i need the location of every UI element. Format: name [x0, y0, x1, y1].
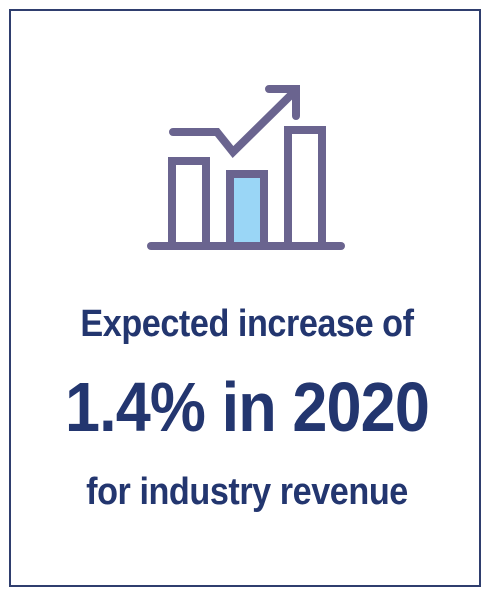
headline-line-3: for industry revenue	[86, 471, 408, 513]
icon-arrow-head	[265, 85, 300, 120]
icon-trend-line	[169, 89, 297, 158]
icon-bar-right	[284, 126, 326, 250]
rising-bar-chart-icon	[147, 85, 345, 250]
infographic-card: Expected increase of 1.4% in 2020 for in…	[9, 9, 481, 587]
icon-bar-left	[168, 157, 210, 250]
icon-bar-middle	[226, 170, 268, 250]
headline-line-1: Expected increase of	[80, 303, 414, 345]
headline-statistic: 1.4% in 2020	[65, 368, 430, 446]
